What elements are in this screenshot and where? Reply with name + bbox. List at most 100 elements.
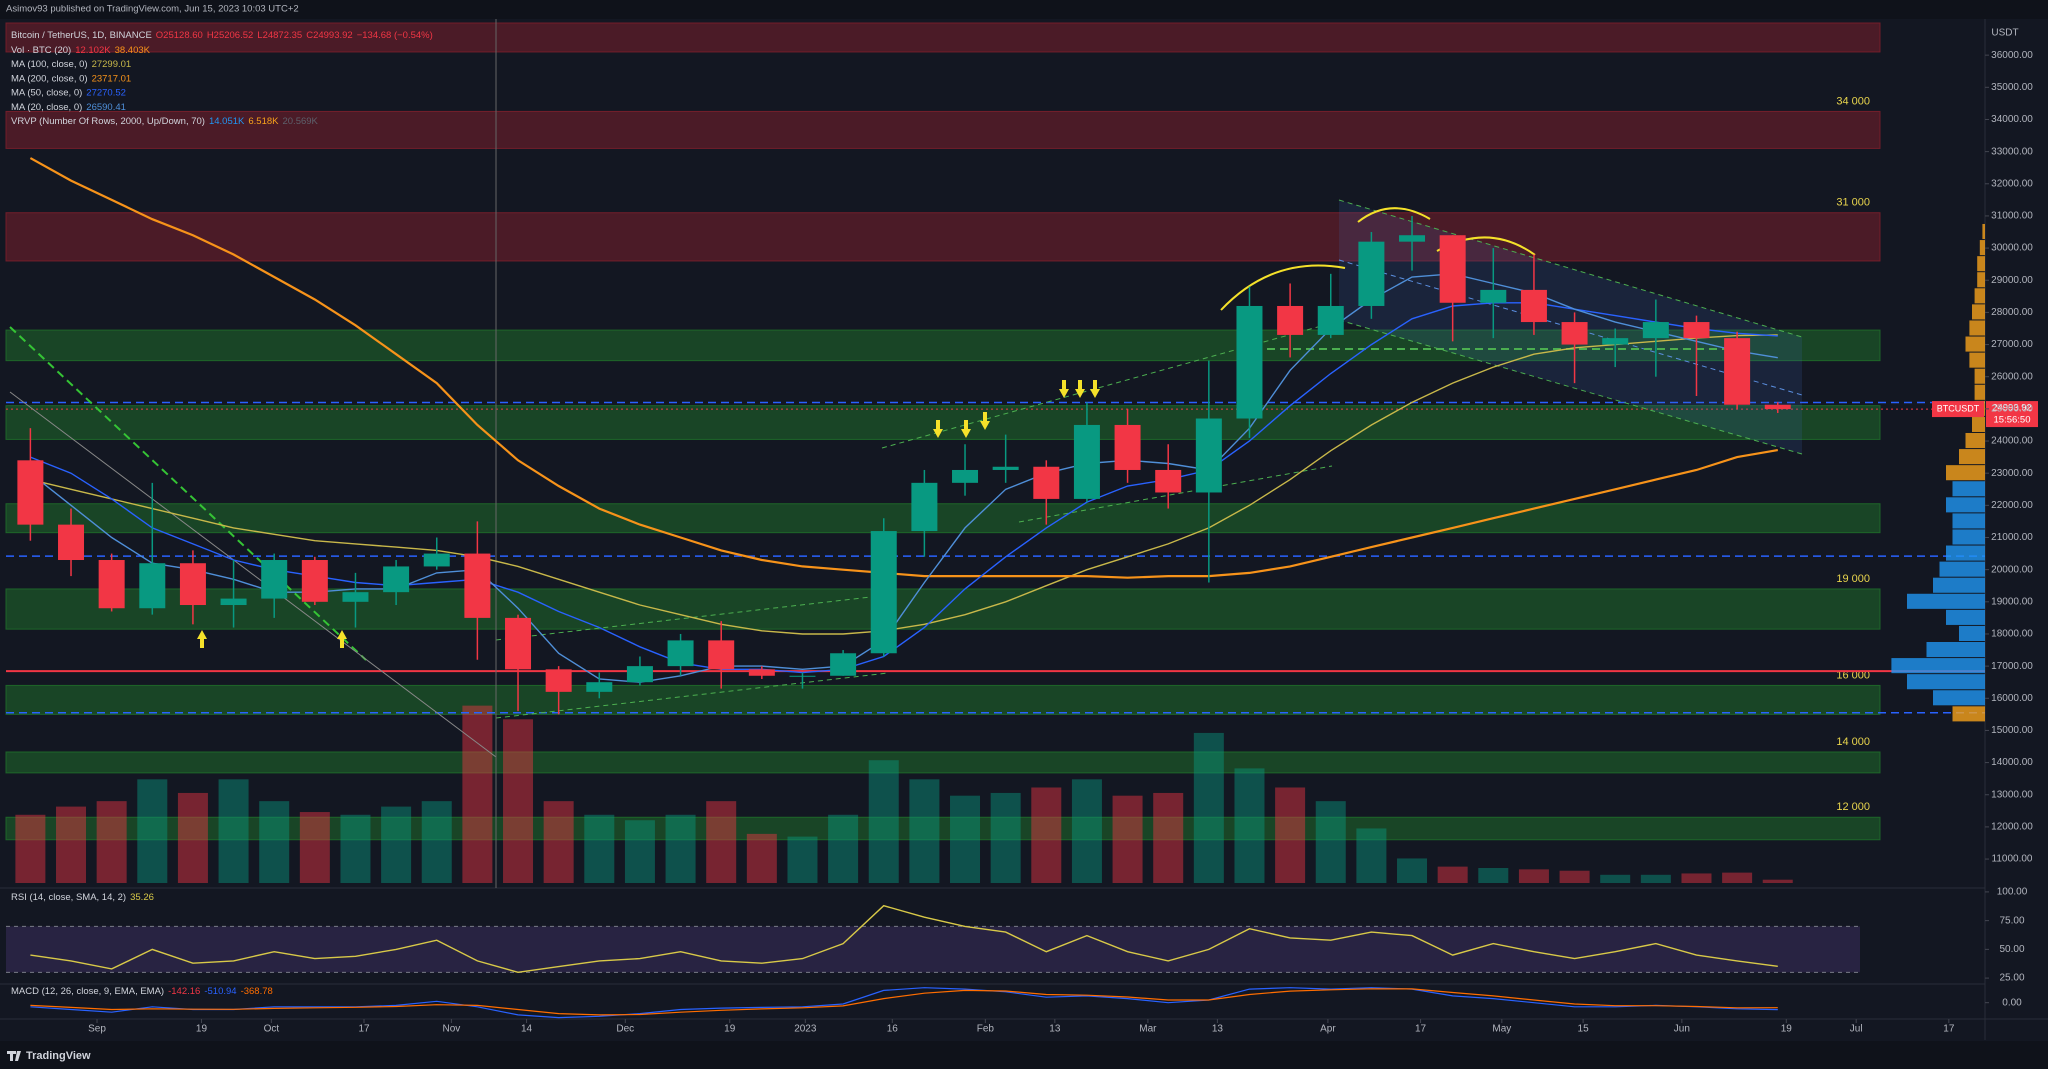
candle-body [1683,322,1710,339]
candle-body [1520,289,1547,323]
y-tick-label: 23000.00 [1991,468,2033,479]
legend-item: MA (20, close, 0) [11,101,82,112]
legend-row: MA (100, close, 0) 27299.01 [11,59,131,70]
ma-line [29,157,1778,579]
profile-bar [1972,304,1985,320]
volume-bar [1193,732,1224,883]
rsi-tick-label: 25.00 [1999,973,2024,984]
profile-bar [1952,706,1985,722]
arrow-up [197,630,207,648]
candle-body [1561,322,1588,345]
candle-body [464,553,491,618]
candle-body [1439,235,1466,303]
candle-body [586,682,613,692]
profile-bar [1959,449,1985,465]
signal-line [30,988,1778,1016]
zones: 34 000 31 000 19 000 16 000 14 000 12 000 [5,22,1881,841]
legend-item: MA (100, close, 0) [11,59,88,70]
profile-bar [1965,336,1985,352]
y-tick-label: 17000.00 [1991,661,2033,672]
x-tick-label: 17 [1415,1024,1427,1035]
x-tick-label: 2023 [794,1024,817,1035]
profile-bar [1959,625,1985,642]
zone-label: 31 000 [1836,197,1870,209]
candle-body [1764,404,1791,410]
candle-body [1236,305,1263,419]
axis-unit: USDT [1991,28,2018,39]
y-tick-label: 27000.00 [1991,339,2033,350]
y-tick-label: 14000.00 [1991,757,2033,768]
logo [7,1051,21,1061]
y-tick-label: 21000.00 [1991,532,2033,543]
y-tick-label: 18000.00 [1991,629,2033,640]
zone-label: 34 000 [1836,95,1870,107]
profile-bar [1907,593,1985,609]
profile-bar [1979,240,1985,256]
zone [5,684,1881,715]
legend-item: −134.68 (−0.54%) [357,30,433,41]
arc [1357,207,1431,223]
zone-label: 19 000 [1836,573,1870,585]
volume-bar [1762,879,1793,883]
volume-bar [1397,858,1428,883]
volume-bar [137,779,168,883]
profile-bar [1982,223,1985,240]
legend-item: 12.102K [75,45,111,56]
profile-bar [1891,658,1985,674]
candle-body [830,653,857,676]
x-tick-label: Jun [1674,1024,1690,1035]
volume-bar [1071,779,1102,883]
y-tick-label: 22000.00 [1991,500,2033,511]
x-tick-label: Oct [264,1024,280,1035]
volume-bar [1478,867,1509,883]
volume-bar [503,719,534,883]
profile-bar [1952,513,1985,529]
volume-bar [543,801,574,883]
y-tick-label: 25000.00 [1991,404,2033,415]
volume [15,705,1793,883]
y-tick-label: 20000.00 [1991,564,2033,575]
volume-bar [624,820,655,883]
candle-body [992,466,1019,470]
volume-bar [1722,872,1753,883]
volume-bar [665,814,696,883]
arrow-down [933,420,943,438]
legend-item: VRVP (Number Of Rows, 2000, Up/Down, 70) [11,116,205,127]
zone [5,22,1881,53]
volume-bar [1437,866,1468,883]
candle-body [1317,305,1344,335]
x-tick-label: 19 [196,1024,208,1035]
candle-body [139,563,166,609]
candle-body [1642,322,1669,339]
profile-bar [1946,609,1985,625]
volume-bar [706,801,737,883]
volume-bar [584,814,615,883]
x-tick-label: 19 [1781,1024,1793,1035]
arrow-down [1059,380,1069,398]
y-tick-label: 35000.00 [1991,82,2033,93]
trend-line [9,391,497,758]
x-tick-label: 17 [358,1024,370,1035]
legend-item: -510.94 [204,986,236,997]
volume-bar [15,814,46,883]
rsi-tick-label: 50.00 [1999,944,2024,955]
legend-item: C24993.92 [306,30,352,41]
legend-row: MACD (12, 26, close, 9, EMA, EMA) -142.16… [11,986,273,997]
volume-bar [218,779,249,883]
volume-bar [1640,874,1671,883]
profile-bar [1977,256,1985,272]
x-tick-label: Apr [1320,1024,1336,1035]
legend-item: Bitcoin / TetherUS, 1D, BINANCE [11,30,152,41]
x-tick-label: Nov [442,1024,460,1035]
x-tick-label: Jul [1850,1024,1863,1035]
levels [6,401,1985,714]
candle-body [1602,338,1629,345]
volume-bar [1518,869,1549,883]
legend-item: RSI (14, close, SMA, 14, 2) [11,892,126,903]
profile-bar [1926,642,1985,658]
candle-body [789,675,816,677]
zone [5,405,1881,440]
indicators: 100.00 75.00 50.00 25.00 0.00 [6,887,2028,1019]
arrows [197,380,1100,648]
x-tick-label: Sep [88,1024,106,1035]
